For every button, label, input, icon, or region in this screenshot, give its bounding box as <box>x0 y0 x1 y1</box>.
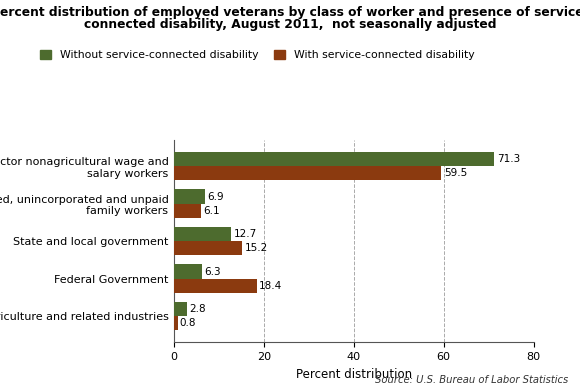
Text: 0.8: 0.8 <box>180 318 197 328</box>
Text: 2.8: 2.8 <box>189 304 205 314</box>
Text: 6.9: 6.9 <box>207 192 224 202</box>
Text: 15.2: 15.2 <box>245 243 268 253</box>
Text: 59.5: 59.5 <box>444 168 467 179</box>
Text: Source: U.S. Bureau of Labor Statistics: Source: U.S. Bureau of Labor Statistics <box>375 375 568 385</box>
Bar <box>174 227 231 241</box>
Bar <box>174 189 205 204</box>
Bar <box>174 316 177 330</box>
Text: 71.3: 71.3 <box>496 154 520 164</box>
Legend: Without service-connected disability, With service-connected disability: Without service-connected disability, Wi… <box>40 50 474 60</box>
Text: connected disability, August 2011,  not seasonally adjusted: connected disability, August 2011, not s… <box>84 18 496 30</box>
Bar <box>174 241 242 256</box>
Text: 6.1: 6.1 <box>204 206 220 216</box>
X-axis label: Percent distribution: Percent distribution <box>296 368 412 380</box>
Bar <box>174 152 495 166</box>
Text: 18.4: 18.4 <box>259 281 282 291</box>
Bar <box>174 166 441 180</box>
Text: 6.3: 6.3 <box>205 266 221 277</box>
Bar <box>174 279 257 293</box>
Bar <box>174 302 187 316</box>
Bar <box>174 204 201 218</box>
Text: Percent distribution of employed veterans by class of worker and presence of ser: Percent distribution of employed veteran… <box>0 6 580 19</box>
Bar <box>174 265 202 279</box>
Text: 12.7: 12.7 <box>233 229 256 239</box>
